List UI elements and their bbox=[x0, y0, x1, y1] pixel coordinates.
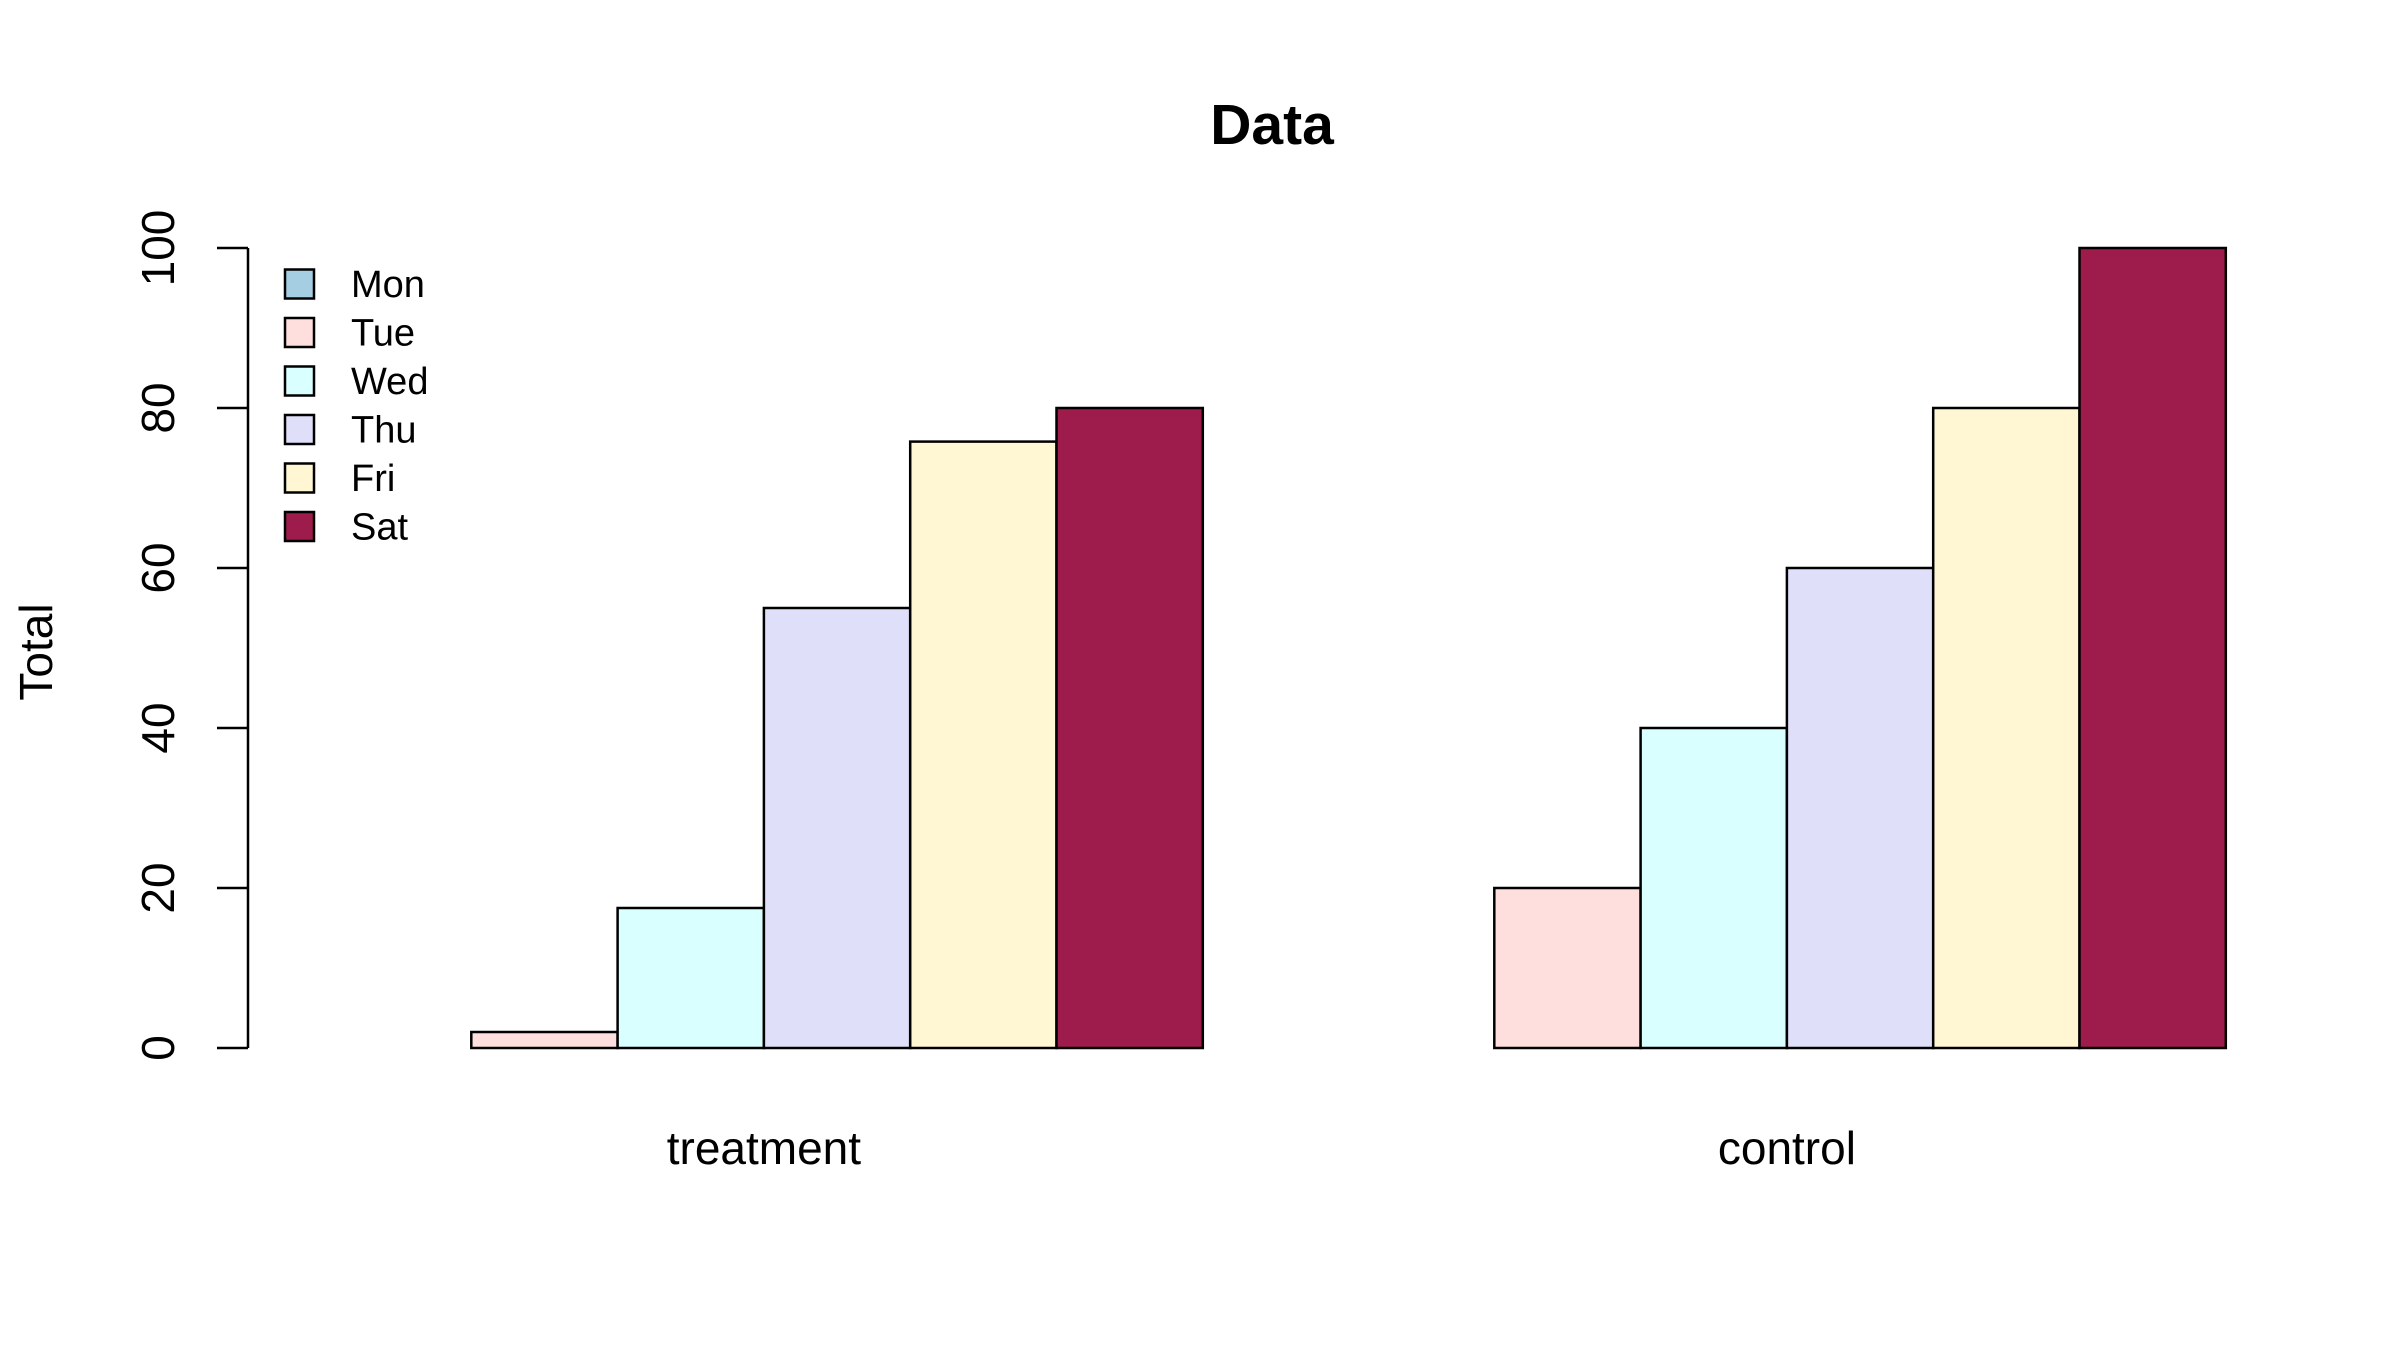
bars bbox=[470, 246, 2228, 1050]
bar-fri-treatment bbox=[908, 440, 1058, 1050]
bar-thu-treatment bbox=[762, 606, 912, 1050]
bar-tue-treatment bbox=[470, 1030, 619, 1050]
legend-swatch-sat bbox=[283, 510, 316, 543]
bar-sat-control bbox=[2078, 246, 2228, 1050]
legend-label-thu: Thu bbox=[351, 410, 416, 452]
legend-label-wed: Wed bbox=[351, 361, 428, 403]
y-tick-label: 40 bbox=[132, 702, 184, 753]
y-tick-label: 60 bbox=[132, 542, 184, 593]
bar-thu-control bbox=[1785, 566, 1935, 1050]
bar-wed-treatment bbox=[616, 906, 766, 1050]
bar-wed-control bbox=[1639, 726, 1789, 1050]
legend-swatch-mon bbox=[283, 268, 316, 300]
y-tick-label: 20 bbox=[132, 862, 184, 913]
legend: Mon Tue Wed Thu Fri Sat bbox=[283, 264, 428, 549]
legend-swatch-wed bbox=[283, 365, 316, 397]
y-tick-label: 0 bbox=[132, 1035, 184, 1061]
x-tick-label-treatment: treatment bbox=[667, 1122, 862, 1174]
legend-label-sat: Sat bbox=[351, 507, 408, 549]
legend-label-tue: Tue bbox=[351, 313, 415, 355]
y-axis-label: Total bbox=[10, 603, 62, 700]
chart-title: Data bbox=[1210, 93, 1335, 157]
y-tick-label: 100 bbox=[132, 210, 184, 287]
legend-label-mon: Mon bbox=[351, 264, 425, 306]
bar-tue-control bbox=[1493, 886, 1642, 1050]
y-tick-label: 80 bbox=[132, 382, 184, 433]
bar-sat-treatment bbox=[1055, 406, 1205, 1050]
legend-swatch-thu bbox=[283, 413, 316, 446]
legend-swatch-fri bbox=[283, 462, 316, 494]
y-axis: 0 20 40 60 80 100 bbox=[132, 210, 250, 1061]
legend-swatch-tue bbox=[283, 316, 316, 349]
x-axis-labels: treatment control bbox=[667, 1122, 1856, 1174]
x-tick-label-control: control bbox=[1718, 1122, 1856, 1174]
bar-fri-control bbox=[1931, 406, 2081, 1050]
legend-label-fri: Fri bbox=[351, 458, 395, 500]
